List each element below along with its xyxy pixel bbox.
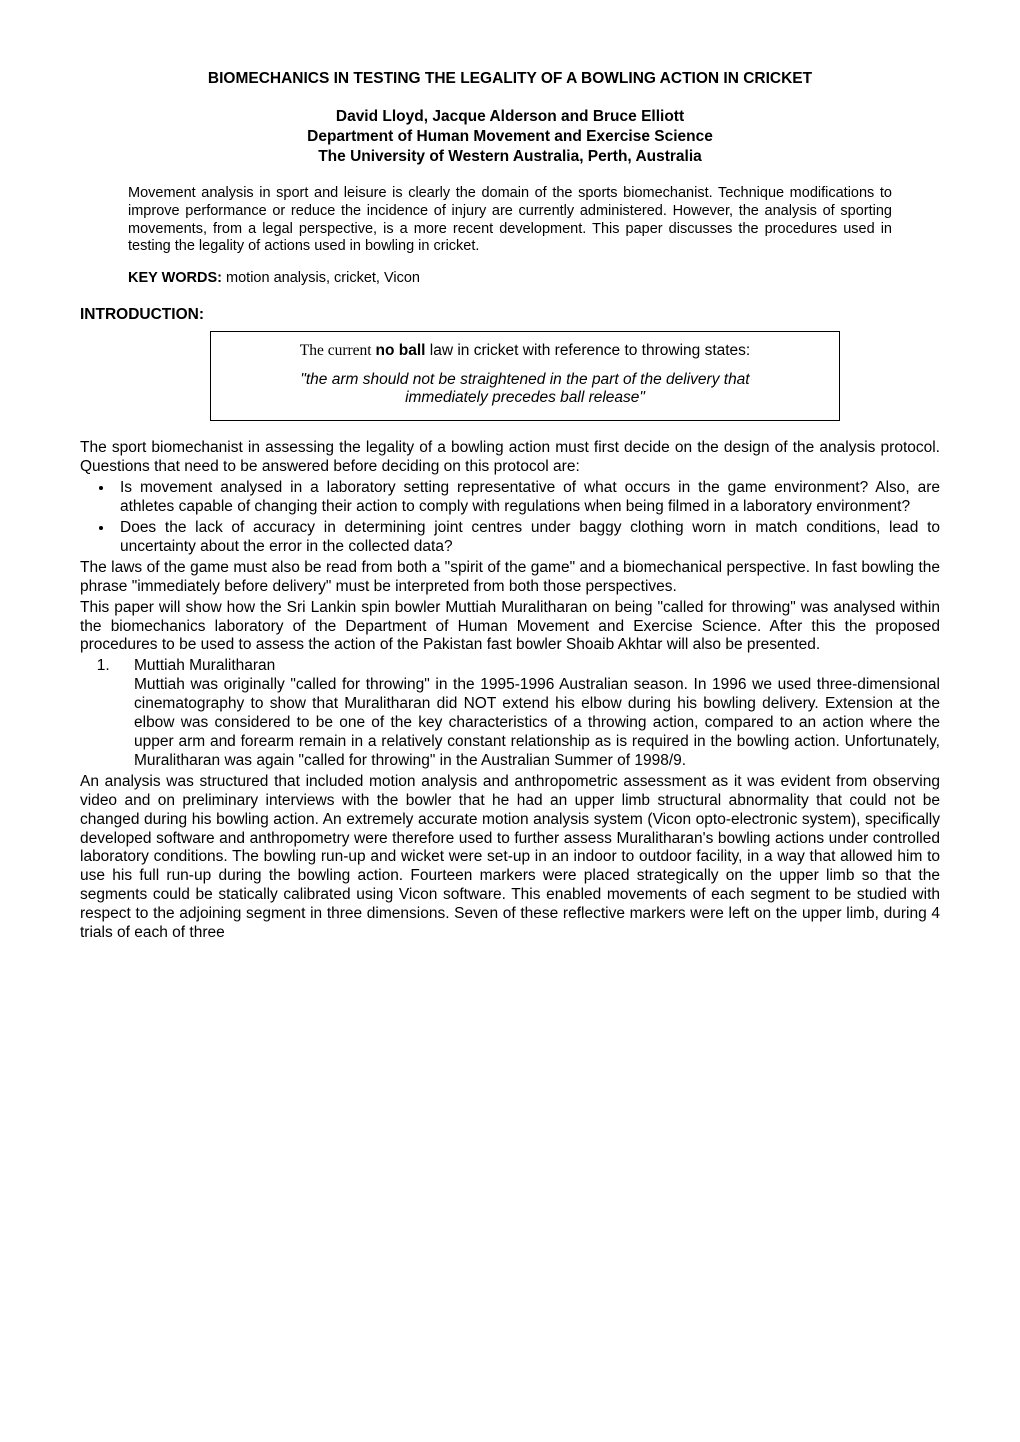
numbered-list: Muttiah Muralitharan Muttiah was origina… — [80, 657, 940, 770]
section-heading-intro: INTRODUCTION: — [80, 306, 940, 325]
law-quote-box: The current no ball law in cricket with … — [210, 331, 840, 422]
numbered-item-1: Muttiah Muralitharan Muttiah was origina… — [114, 657, 940, 770]
paragraph-laws: The laws of the game must also be read f… — [80, 559, 940, 597]
paragraph-paper-scope: This paper will show how the Sri Lankin … — [80, 599, 940, 656]
author-block: David Lloyd, Jacque Alderson and Bruce E… — [80, 107, 940, 167]
keywords-line: KEY WORDS: motion analysis, cricket, Vic… — [128, 270, 892, 288]
numbered-item-1-body: Muttiah was originally "called for throw… — [134, 676, 940, 771]
affiliation-univ: The University of Western Australia, Per… — [318, 148, 702, 165]
bullet-2: Does the lack of accuracy in determining… — [114, 519, 940, 557]
protocol-bullets: Is movement analysed in a laboratory set… — [80, 479, 940, 557]
bullet-1: Is movement analysed in a laboratory set… — [114, 479, 940, 517]
author-names: David Lloyd, Jacque Alderson and Bruce E… — [336, 108, 684, 125]
affiliation-dept: Department of Human Movement and Exercis… — [307, 128, 713, 145]
law-tail: law in cricket with reference to throwin… — [425, 342, 750, 359]
paragraph-analysis: An analysis was structured that included… — [80, 773, 940, 943]
law-bold: no ball — [376, 342, 426, 359]
abstract-text: Movement analysis in sport and leisure i… — [128, 185, 892, 256]
law-quote-line-2: immediately precedes ball release" — [227, 389, 823, 408]
paragraph-protocol: The sport biomechanist in assessing the … — [80, 439, 940, 477]
law-lead: The current — [300, 342, 376, 359]
keywords-value: motion analysis, cricket, Vicon — [222, 270, 420, 286]
paper-title: BIOMECHANICS IN TESTING THE LEGALITY OF … — [80, 70, 940, 89]
law-line-1: The current no ball law in cricket with … — [227, 342, 823, 361]
keywords-label: KEY WORDS: — [128, 270, 222, 286]
law-quote-line-1: "the arm should not be straightened in t… — [227, 371, 823, 390]
numbered-item-1-label: Muttiah Muralitharan — [114, 657, 275, 674]
